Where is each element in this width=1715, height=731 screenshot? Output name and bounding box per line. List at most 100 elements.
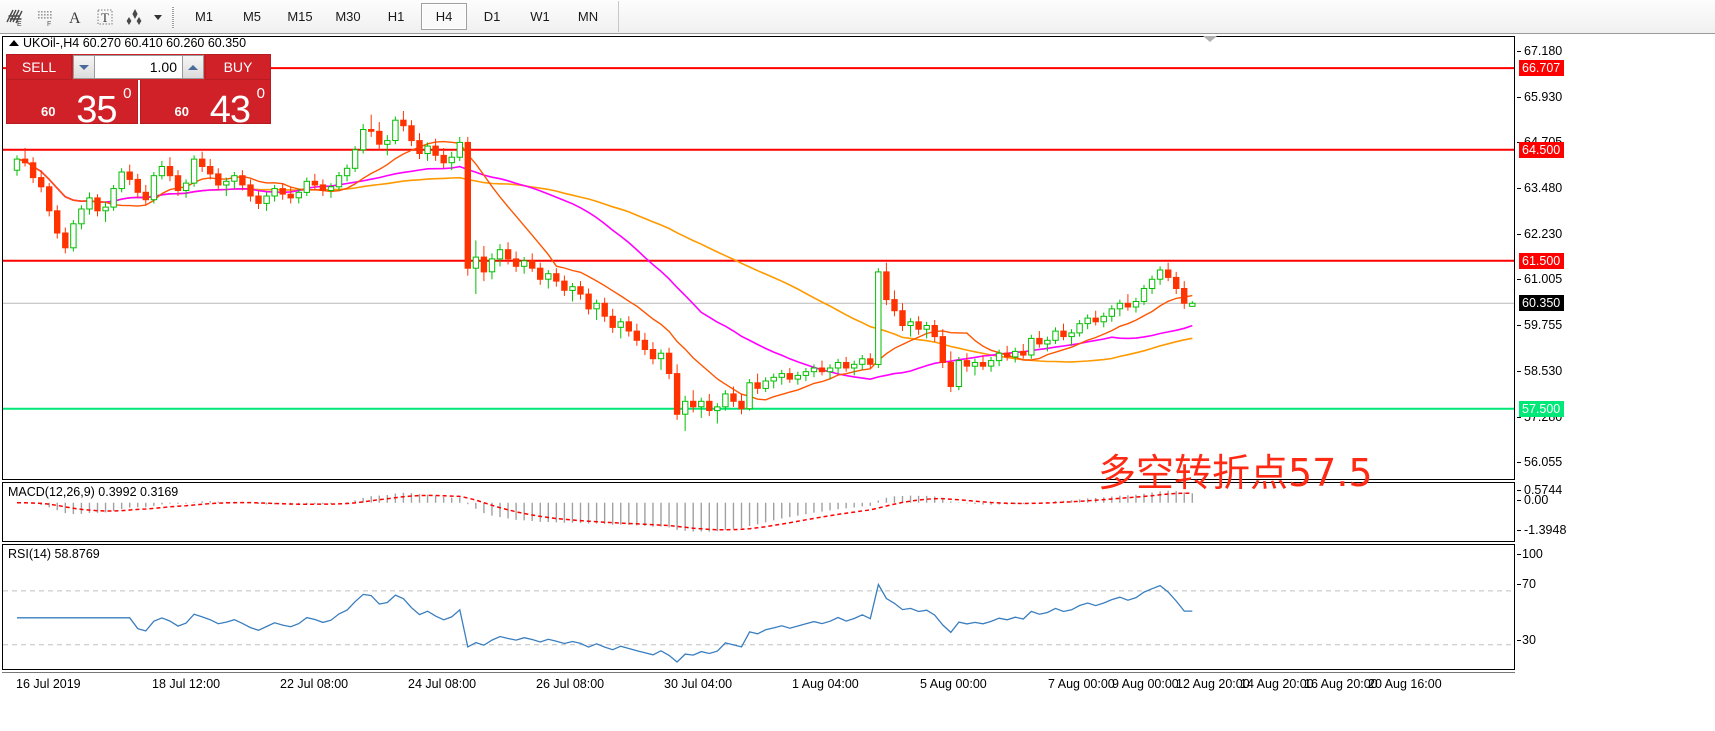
candle-body <box>295 191 303 199</box>
rsi-tick: 30 <box>1517 633 1536 647</box>
timeframe-mn[interactable]: MN <box>577 9 599 24</box>
candle-body <box>408 125 415 142</box>
sell-button[interactable]: SELL <box>6 54 72 80</box>
candle-body <box>368 129 375 132</box>
price-tick: 59.755 <box>1517 318 1562 332</box>
volume-input[interactable]: 1.00 <box>95 55 182 79</box>
candle-body <box>545 273 552 280</box>
candle-body <box>625 321 632 332</box>
candle-body <box>376 130 383 145</box>
candle-body <box>633 330 640 341</box>
price-label-current-price[interactable]: 60.350 <box>1519 295 1565 312</box>
one-click-trading-panel[interactable]: SELL 1.00 BUY 60 35 0 60 43 0 <box>6 54 271 124</box>
candle-body <box>400 119 407 127</box>
candle-body <box>843 362 850 369</box>
candle-body <box>29 162 37 179</box>
candle-body <box>995 352 1003 362</box>
time-tick: 7 Aug 00:00 <box>1048 677 1115 691</box>
time-tick: 20 Aug 16:00 <box>1368 677 1442 691</box>
timeframe-w1[interactable]: W1 <box>530 9 550 24</box>
main-toolbar: E F A <box>0 0 1715 34</box>
candle-body <box>577 286 584 295</box>
candle-body <box>657 352 665 360</box>
timeframe-m15[interactable]: M15 <box>287 9 313 24</box>
macd-scale[interactable]: 0.5744 0.00 -1.3948 <box>1517 482 1713 542</box>
chart-annotation: 多空转折点57.5 <box>1098 451 1373 495</box>
candle-body <box>762 380 769 389</box>
candle-body <box>94 197 101 212</box>
candle-body <box>46 186 53 212</box>
candle-body <box>319 184 327 191</box>
bid-price-fraction: 0 <box>123 85 132 102</box>
candle-body <box>641 339 649 350</box>
macd-panel[interactable]: MACD(12,26,9) 0.3992 0.3169 <box>2 482 1515 542</box>
scroll-indicator-icon[interactable] <box>1203 36 1217 42</box>
candle-body <box>1028 337 1035 356</box>
price-tick: 67.180 <box>1517 44 1562 58</box>
candle-body <box>255 195 262 204</box>
candle-body <box>947 362 954 387</box>
candle-body <box>174 175 182 191</box>
candle-body <box>440 154 447 164</box>
objects-icon[interactable] <box>120 1 150 32</box>
time-tick: 5 Aug 00:00 <box>920 677 987 691</box>
candle-body <box>1012 350 1019 358</box>
bid-price-small: 60 <box>41 104 56 119</box>
price-label-resistance[interactable]: 64.500 <box>1519 141 1565 158</box>
bid-price-display[interactable]: 60 35 0 <box>6 80 138 124</box>
price-label-support[interactable]: 57.500 <box>1519 400 1565 417</box>
candle-body <box>971 362 979 367</box>
candle-body <box>351 149 359 169</box>
candle-body <box>343 167 351 177</box>
price-label-resistance[interactable]: 61.500 <box>1519 252 1565 269</box>
price-label-resistance[interactable]: 66.707 <box>1519 60 1565 77</box>
candle-body <box>802 371 810 376</box>
text-label-icon[interactable]: T <box>90 1 120 32</box>
text-icon[interactable]: A <box>60 1 90 32</box>
candle-body <box>38 177 45 188</box>
ask-price-display[interactable]: 60 43 0 <box>139 80 271 124</box>
candle-body <box>488 258 496 273</box>
timeframe-d1[interactable]: D1 <box>483 9 501 24</box>
time-axis[interactable]: 16 Jul 2019 18 Jul 12:00 22 Jul 08:00 24 Ju… <box>2 672 1515 698</box>
timeframe-m30[interactable]: M30 <box>335 9 361 24</box>
time-tick: 9 Aug 00:00 <box>1112 677 1179 691</box>
candle-body <box>1020 350 1027 356</box>
timeframe-m5[interactable]: M5 <box>242 9 262 24</box>
candle-body <box>521 260 528 267</box>
ma-medium-line <box>16 158 1193 381</box>
candle-body <box>899 310 906 327</box>
timeframe-h1[interactable]: H1 <box>387 9 405 24</box>
candle-body <box>561 280 568 291</box>
indicators-icon[interactable]: E <box>0 1 30 32</box>
candle-body <box>1181 288 1188 304</box>
volume-increase-button[interactable] <box>182 55 204 79</box>
rsi-panel[interactable]: RSI(14) 58.8769 <box>2 544 1515 670</box>
candle-body <box>21 158 29 164</box>
dropdown-arrow-icon[interactable] <box>150 1 166 32</box>
price-tick: 58.530 <box>1517 364 1562 378</box>
candle-body <box>569 286 576 291</box>
candle-body <box>617 321 624 328</box>
price-scale[interactable]: 67.18065.93064.70563.48062.23061.00559.7… <box>1517 36 1713 480</box>
candle-body <box>207 166 214 175</box>
candle-body <box>182 182 190 192</box>
candle-body <box>303 180 311 193</box>
rsi-scale[interactable]: 100 70 30 <box>1517 544 1713 670</box>
candle-body <box>1156 269 1164 280</box>
volume-decrease-button[interactable] <box>73 55 95 79</box>
candle-body <box>875 271 882 365</box>
crosshair-grid-icon[interactable]: F <box>30 1 60 32</box>
candle-body <box>730 393 737 402</box>
timeframe-h4[interactable]: H4 <box>421 3 467 30</box>
svg-text:T: T <box>101 10 109 25</box>
chart-area[interactable]: UKOil-,H4 60.270 60.410 60.260 60.350 多空… <box>2 36 1713 731</box>
buy-button[interactable]: BUY <box>205 54 271 80</box>
candle-body <box>609 315 616 328</box>
collapse-arrow-icon[interactable] <box>9 39 19 46</box>
bid-price-big: 35 <box>76 89 117 124</box>
volume-control[interactable]: 1.00 <box>72 54 205 80</box>
timeframe-m1[interactable]: M1 <box>194 9 214 24</box>
candle-body <box>682 400 689 415</box>
macd-plot <box>16 490 1194 532</box>
